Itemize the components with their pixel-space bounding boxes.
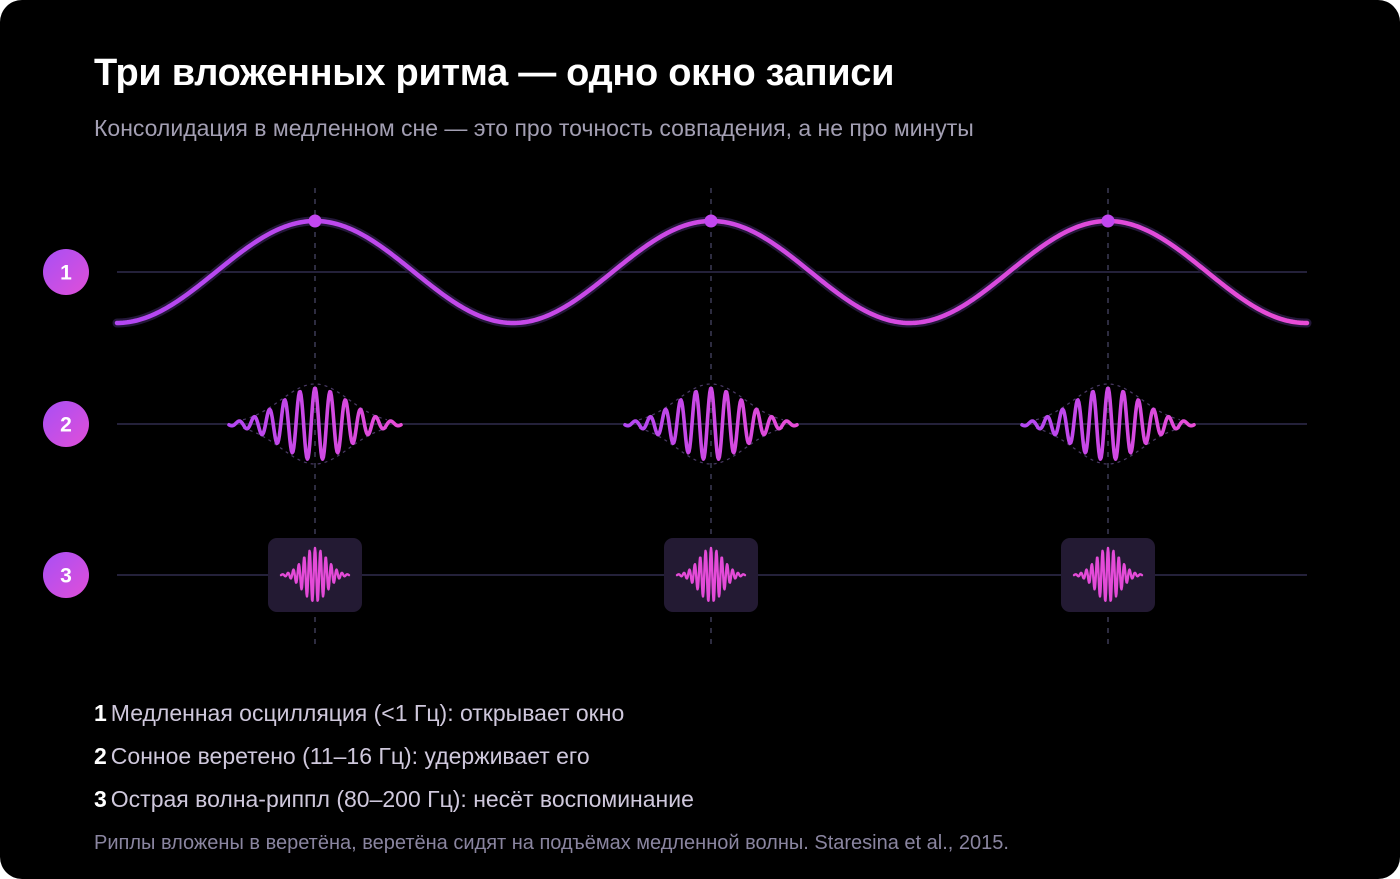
legend-item-1: 1 Медленная осцилляция (<1 Гц): открывает… xyxy=(94,700,694,743)
row-badge-label: 3 xyxy=(60,565,72,588)
row-badge-label: 1 xyxy=(60,262,72,285)
row-badge-3: 3 xyxy=(43,552,89,598)
slow-wave-peak-dot-1 xyxy=(308,214,322,228)
legend-item-3: 3 Острая волна-риппл (80–200 Гц): несёт в… xyxy=(94,786,694,829)
legend-text: Острая волна-риппл (80–200 Гц): несёт во… xyxy=(110,786,694,812)
ripple-box-2 xyxy=(664,538,758,612)
ripple-box-3 xyxy=(1061,538,1155,612)
legend-number: 1 xyxy=(94,700,107,726)
spindle-wave-3 xyxy=(1020,386,1196,461)
legend: 1 Медленная осцилляция (<1 Гц): открывает… xyxy=(94,700,694,829)
legend-item-2: 2 Сонное веретено (11–16 Гц): удерживает … xyxy=(94,743,694,786)
ripple-box-1 xyxy=(268,538,362,612)
ripple-wave-3 xyxy=(1072,546,1144,602)
row-badge-circle xyxy=(43,552,89,598)
footnote: Риплы вложены в веретёна, веретёна сидят… xyxy=(94,832,1009,854)
legend-text: Медленная осцилляция (<1 Гц): открывает … xyxy=(110,700,625,726)
slow-wave-peak-dot-2 xyxy=(704,214,718,228)
page-title: Три вложенных ритма — одно окно записи xyxy=(94,52,895,94)
ripple-wave-2 xyxy=(675,546,747,602)
row-badge-circle xyxy=(43,249,89,295)
row-badge-label: 2 xyxy=(60,414,72,437)
legend-number: 3 xyxy=(94,786,107,812)
page-subtitle: Консолидация в медленном сне — это про т… xyxy=(94,115,974,141)
slow-wave-peak-dot-3 xyxy=(1101,214,1115,228)
row-badge-2: 2 xyxy=(43,401,89,447)
legend-number: 2 xyxy=(94,743,107,769)
spindle-wave-2 xyxy=(623,386,799,461)
ripple-wave-1 xyxy=(279,546,351,602)
row-badge-circle xyxy=(43,401,89,447)
row-badge-1: 1 xyxy=(43,249,89,295)
legend-text: Сонное веретено (11–16 Гц): удерживает е… xyxy=(110,743,590,769)
spindle-wave-1 xyxy=(227,386,403,461)
